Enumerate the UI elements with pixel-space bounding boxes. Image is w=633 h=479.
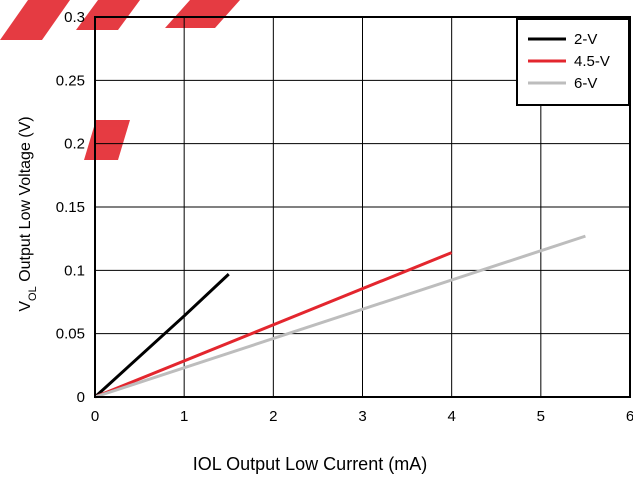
x-tick-label: 0 (91, 408, 99, 425)
y-axis-title-main: V (17, 301, 34, 312)
x-tick-label: 4 (447, 408, 455, 425)
x-axis-title: IOL Output Low Current (mA) (193, 454, 427, 474)
series-line-4-5-v (94, 251, 453, 399)
series-layer (93, 234, 586, 399)
y-axis-title: VOL Output Low Voltage (V) (17, 116, 39, 311)
y-axis-title-rest: Output Low Voltage (V) (17, 116, 34, 286)
y-tick-labels: 0 0.05 0.1 0.15 0.2 0.25 0.3 (56, 9, 85, 406)
x-tick-label: 1 (180, 408, 188, 425)
y-tick-label: 0.2 (64, 136, 85, 153)
series-line-2-v (93, 273, 230, 399)
plot-frame (94, 16, 631, 398)
legend-label-6-v: 6-V (574, 75, 597, 92)
legend-box (516, 18, 630, 106)
y-tick-label: 0 (77, 389, 85, 406)
x-tick-label: 6 (626, 408, 633, 425)
y-tick-label: 0.05 (56, 326, 85, 343)
legend-label-4-5-v: 4.5-V (574, 53, 610, 70)
y-tick-label: 0.1 (64, 262, 85, 279)
y-tick-label: 0.3 (64, 9, 85, 26)
x-tick-labels: 0 1 2 3 4 5 6 (91, 408, 633, 425)
y-axis-title-sub: OL (27, 286, 39, 301)
legend-label-2-v: 2-V (574, 31, 597, 48)
series-line-6-v (94, 234, 586, 399)
legend: 2-V 4.5-V 6-V (516, 18, 630, 106)
x-tick-label: 3 (358, 408, 366, 425)
y-tick-label: 0.25 (56, 72, 85, 89)
y-tick-label: 0.15 (56, 199, 85, 216)
x-tick-label: 5 (537, 408, 545, 425)
x-tick-label: 2 (269, 408, 277, 425)
